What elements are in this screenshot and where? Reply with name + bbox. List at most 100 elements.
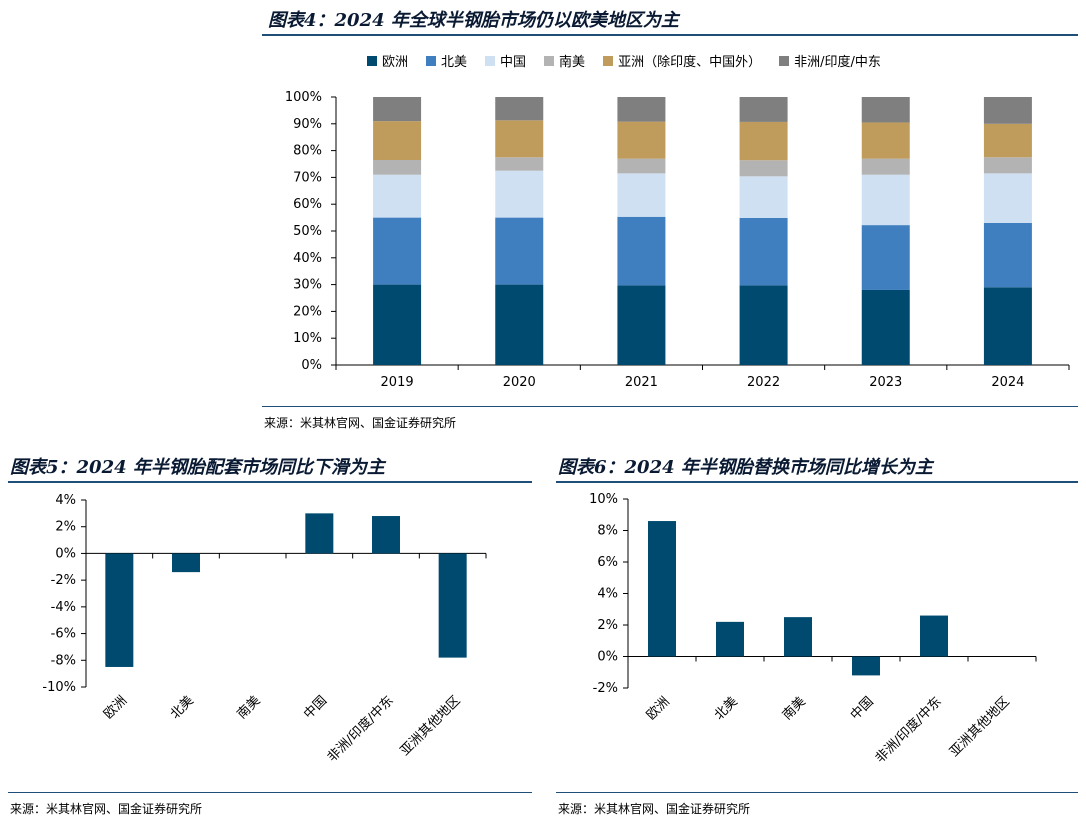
- chart4-bar-segment: [495, 157, 544, 171]
- chart4-legend-swatch: [544, 55, 555, 66]
- chart6-title: 图表6：2024 年半钢胎替换市场同比增长为主: [558, 457, 933, 478]
- chart4-bar-segment: [983, 97, 1032, 124]
- chart6-x-tick-label: 亚洲其他地区: [947, 694, 1013, 760]
- chart4-legend-swatch: [367, 55, 377, 66]
- chart6-source: 来源：米其林官网、国金证券研究所: [558, 802, 751, 816]
- chart4-bar-segment: [861, 289, 910, 365]
- chart6-bar: [852, 656, 880, 676]
- chart4-legend-label: 北美: [441, 55, 468, 70]
- chart4-bar-segment: [739, 160, 788, 177]
- chart4-bar-segment: [617, 173, 666, 217]
- chart4-y-tick-label: 20%: [293, 304, 322, 319]
- chart4-bar-segment: [983, 287, 1032, 365]
- chart5-bar: [372, 516, 400, 554]
- chart6-x-tick-label: 南美: [779, 694, 809, 724]
- chart4-legend-swatch: [603, 55, 614, 66]
- chart4-y-tick-label: 100%: [285, 90, 322, 105]
- chart6-top-rule: [556, 481, 1078, 483]
- chart4-bar-segment: [739, 176, 788, 218]
- chart4-bottom-rule: [262, 406, 1078, 407]
- chart4-bar-segment: [861, 122, 910, 159]
- chart4-bar-segment: [495, 217, 544, 285]
- chart4-bar-segment: [373, 217, 422, 285]
- chart6-y-tick-label: 10%: [589, 492, 618, 507]
- chart4-bar-segment: [861, 225, 910, 290]
- chart4-x-tick-label: 2023: [869, 375, 902, 390]
- chart4-legend-item: 中国: [485, 51, 526, 70]
- chart4-y-tick-label: 0%: [301, 358, 322, 373]
- chart4-bar-segment: [495, 170, 544, 218]
- chart4-bar-segment: [617, 285, 666, 365]
- chart4-bar-segment: [373, 284, 422, 365]
- chart4-bar-segment: [739, 121, 788, 161]
- chart4-bar-segment: [373, 159, 422, 175]
- chart4-legend-swatch: [426, 55, 437, 66]
- chart4-legend-label: 中国: [500, 55, 527, 70]
- chart5-bar: [172, 553, 200, 573]
- chart4-x-tick-label: 2021: [625, 375, 658, 390]
- chart5-x-tick-label: 北美: [168, 693, 197, 722]
- chart4-legend-label: 非洲/印度/中东: [794, 55, 881, 70]
- chart4-bar-segment: [495, 284, 544, 365]
- chart5-y-tick-label: -4%: [51, 600, 76, 615]
- chart4-y-tick-label: 90%: [293, 117, 322, 132]
- chart5-x-tick-label: 中国: [301, 693, 330, 722]
- chart4-y-tick-label: 30%: [293, 278, 322, 293]
- chart4-legend-item: 南美: [544, 51, 585, 70]
- chart5-y-tick-label: -2%: [51, 573, 76, 588]
- chart4-top-rule: [262, 34, 1078, 36]
- chart5-bar: [105, 553, 134, 667]
- chart4-title: 图表4：2024 年全球半钢胎市场仍以欧美地区为主: [268, 10, 679, 31]
- chart4-y-tick-label: 40%: [293, 251, 322, 266]
- chart4-y-tick-label: 80%: [293, 144, 322, 159]
- chart4-plot: 0% 10% 20% 30% 40% 50% 60% 70% 80% 90% 100% 2019 202…: [285, 90, 1070, 390]
- chart6-x-tick-label: 欧洲: [644, 694, 673, 723]
- chart5-x-tick-label: 南美: [234, 693, 264, 723]
- chart4-bar-segment: [861, 97, 910, 123]
- chart4-bar-segment: [983, 222, 1032, 288]
- chart5-top-rule: [8, 481, 532, 483]
- chart5-title: 图表5：2024 年半钢胎配套市场同比下滑为主: [10, 457, 385, 478]
- chart4-bar-segment: [739, 285, 788, 365]
- chart6-y-tick-label: -2%: [593, 681, 618, 696]
- chart6-y-tick-label: 6%: [597, 555, 618, 570]
- chart4-bar-segment: [495, 97, 544, 121]
- chart4-legend-item: 非洲/印度/中东: [779, 51, 881, 70]
- chart5-x-tick-label: 亚洲其他地区: [398, 693, 464, 759]
- chart6-y-tick-label: 0%: [597, 650, 618, 665]
- chart4-y-tick-label: 50%: [293, 224, 322, 239]
- chart6-x-tick-label: 非洲/印度/中东: [872, 694, 945, 767]
- chart4-legend-item: 亚洲（除印度、中国外）: [603, 51, 761, 70]
- chart4-x-tick-label: 2024: [991, 375, 1024, 390]
- chart5-bar: [305, 513, 334, 554]
- chart4-bar-segment: [373, 121, 422, 160]
- chart6-y-tick-label: 4%: [597, 587, 618, 602]
- chart4-bar-segment: [495, 120, 544, 158]
- chart5-x-tick-label: 欧洲: [101, 693, 130, 722]
- chart4-bar-segment: [983, 123, 1032, 158]
- chart4-bar-segment: [617, 97, 666, 122]
- chart5-x-tick-label: 非洲/印度/中东: [324, 693, 397, 766]
- chart4-bar-segment: [617, 121, 666, 159]
- chart4-legend: 欧洲 北美 中国 南美 亚洲（除印度、中国外） 非洲/印度/中东: [367, 51, 881, 70]
- chart5-y-tick-label: 0%: [55, 546, 76, 561]
- chart4-source: 来源：米其林官网、国金证券研究所: [264, 416, 457, 430]
- chart4-x-tick-label: 2019: [381, 375, 414, 390]
- chart4-x-tick-label: 2020: [503, 375, 536, 390]
- chart4-bar-segment: [983, 157, 1032, 174]
- chart6-bottom-rule: [556, 792, 1078, 793]
- chart4-bar-segment: [617, 158, 666, 174]
- chart4-bar-segment: [739, 97, 788, 122]
- chart6-bar: [784, 617, 812, 657]
- chart4-legend-label: 亚洲（除印度、中国外）: [618, 55, 762, 70]
- chart4-x-tick-label: 2022: [747, 375, 780, 390]
- chart5-y-tick-label: -6%: [51, 627, 76, 642]
- chart4-legend-label: 南美: [559, 55, 586, 70]
- chart4-bar-segment: [983, 173, 1032, 223]
- chart6-y-tick-label: 8%: [597, 524, 618, 539]
- chart6-bar: [716, 621, 744, 657]
- chart4-bar-segment: [373, 174, 422, 218]
- chart6-bar: [920, 615, 948, 657]
- chart6-x-tick-label: 中国: [848, 694, 877, 723]
- chart5-y-tick-label: -10%: [42, 680, 76, 695]
